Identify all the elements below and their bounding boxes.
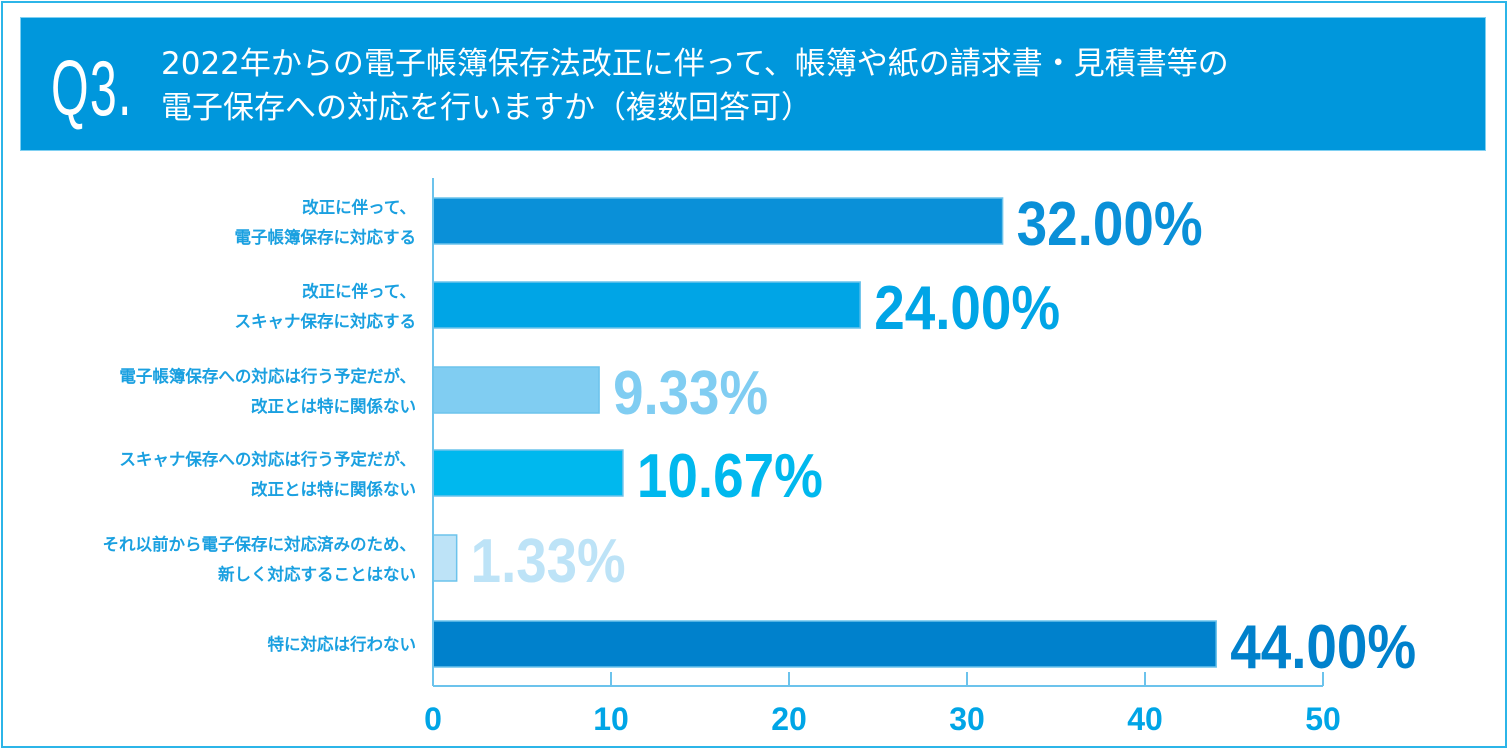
bar [432,534,458,582]
category-label: 電子帳簿保存への対応は行う予定だが、 [119,366,416,386]
bar [432,620,1217,668]
category-label: 特に対応は行わない [268,634,417,654]
category-label: 改正に伴って、 [302,197,416,217]
question-header: Q3. 2022年からの電子帳簿保存法改正に伴って、帳簿や紙の請求書・見積書等の… [20,17,1486,151]
category-label: 電子帳簿保存に対応する [235,227,417,247]
value-label: 1.33% [471,527,626,596]
category-label: 改正に伴って、 [302,281,416,301]
value-label: 24.00% [874,274,1060,343]
question-text: 2022年からの電子帳簿保存法改正に伴って、帳簿や紙の請求書・見積書等の 電子保… [161,42,1229,130]
x-tick-label: 50 [1305,701,1341,737]
bar [432,366,600,414]
question-number: Q3. [51,44,133,132]
bar [432,197,1004,245]
bar [432,449,624,497]
value-label: 32.00% [1017,190,1203,259]
bar [432,281,861,329]
category-label: 改正とは特に関係ない [251,479,416,499]
x-tick-label: 0 [424,701,442,737]
category-label: それ以前から電子保存に対応済みのため、 [103,534,417,554]
x-tick-label: 40 [1127,701,1163,737]
value-label: 10.67% [637,442,823,511]
x-tick-label: 10 [593,701,629,737]
x-tick-label: 30 [949,701,985,737]
question-line: 2022年からの電子帳簿保存法改正に伴って、帳簿や紙の請求書・見積書等の [161,46,1229,82]
value-label: 9.33% [613,359,768,428]
category-label: スキャナ保存に対応する [235,311,417,331]
question-line: 電子保存への対応を行いますか（複数回答可） [161,90,812,126]
value-label: 44.00% [1230,613,1416,682]
category-label: スキャナ保存への対応は行う予定だが、 [119,449,416,469]
category-label: 新しく対応することはない [218,564,416,584]
x-tick-label: 20 [771,701,807,737]
category-label: 改正とは特に関係ない [251,396,416,416]
